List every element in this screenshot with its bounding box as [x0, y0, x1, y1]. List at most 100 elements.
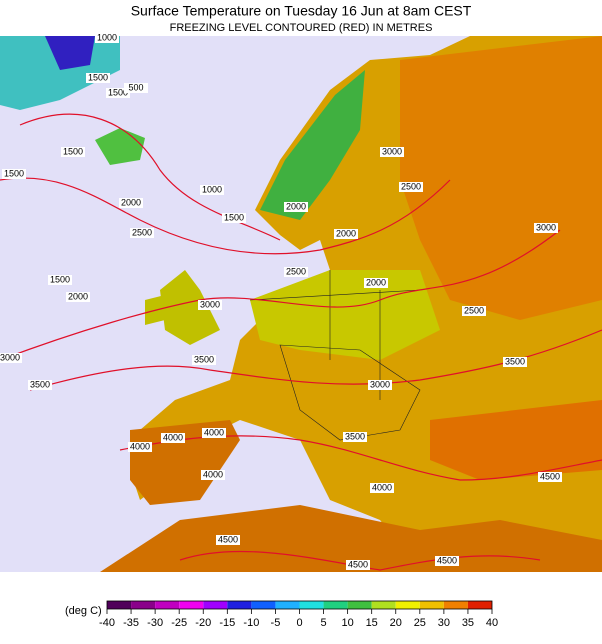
contour-label: 2500 — [286, 266, 306, 276]
contour-label-box — [2, 169, 26, 179]
colorbar-swatch — [443, 601, 468, 609]
colorbar-tick-label: 0 — [296, 617, 302, 629]
contour-label-box — [201, 470, 225, 480]
contour-label-box — [399, 182, 423, 192]
colorbar-tick-label: 40 — [486, 617, 498, 629]
colorbar-tick-label: -20 — [195, 617, 211, 629]
colorbar-swatch — [395, 601, 420, 609]
colorbar-swatch — [347, 601, 372, 609]
colorbar: -40 -35 -30 -25 -20 -15 -10 -5 0 5 10 15 20 25 30 35 40 — [99, 600, 498, 629]
contour-label: 2500 — [132, 227, 152, 237]
subtitle: FREEZING LEVEL CONTOURED (RED) IN METRES — [170, 22, 433, 34]
contour-label-box — [130, 228, 154, 238]
contour-label: 3000 — [0, 352, 20, 362]
contour-line — [179, 550, 541, 571]
contour-label-box — [334, 229, 358, 239]
colorbar-tick-label: -40 — [99, 617, 115, 629]
colorbar-swatch — [299, 601, 324, 609]
contour-label-box — [284, 202, 308, 212]
colorbar-tick-label: -30 — [147, 617, 163, 629]
colorbar-swatch — [371, 601, 396, 609]
colorbar-swatch — [419, 601, 444, 609]
contour-label: 1500 — [224, 212, 244, 222]
contour-line — [0, 229, 561, 361]
contour-label-box — [28, 380, 52, 390]
contour-label-box — [368, 380, 392, 390]
contour-label: 2000 — [121, 197, 141, 207]
contour-line — [0, 177, 451, 255]
colorbar-tick-label: -15 — [219, 617, 235, 629]
contour-label-box — [435, 556, 459, 566]
russia-warm — [400, 36, 602, 320]
contour-label: 1500 — [108, 87, 128, 97]
contour-label-box — [198, 300, 222, 310]
contour-label: 2500 — [464, 305, 484, 315]
colorbar-swatch — [323, 601, 348, 609]
contour-label-box — [124, 83, 148, 93]
contour-label-box — [128, 442, 152, 452]
north-africa — [100, 505, 602, 572]
contour-label-box — [534, 223, 558, 233]
contour-label-box — [346, 560, 370, 570]
country-border — [279, 344, 421, 441]
contour-label: 3500 — [194, 354, 214, 364]
contour-label: 3000 — [370, 379, 390, 389]
contour-label-box — [95, 33, 119, 43]
contour-label-box — [343, 432, 367, 442]
contour-label: 1000 — [202, 184, 222, 194]
colorbar-swatch — [203, 601, 228, 609]
contour-label: 2000 — [68, 291, 88, 301]
colorbar-tick-label: 10 — [342, 617, 354, 629]
colorbar-tick-label: 25 — [414, 617, 426, 629]
contour-label-box — [222, 213, 246, 223]
iberia — [130, 420, 240, 505]
contour-label-box — [202, 428, 226, 438]
contour-label-box — [216, 535, 240, 545]
contour-label: 500 — [128, 82, 143, 92]
contour-label-box — [0, 353, 22, 363]
contour-label: 1500 — [4, 168, 24, 178]
contour-label: 4000 — [163, 432, 183, 442]
contour-label: 4500 — [540, 471, 560, 481]
colorbar-tick-label: 35 — [462, 617, 474, 629]
contour-label: 1500 — [50, 274, 70, 284]
contour-label: 2000 — [286, 201, 306, 211]
colorbar-tick-label: 5 — [321, 617, 327, 629]
colorbar-tick-label: -35 — [123, 617, 139, 629]
contour-label-box — [161, 433, 185, 443]
contour-label: 3000 — [536, 222, 556, 232]
contour-label-box — [380, 147, 404, 157]
contour-label-box — [192, 355, 216, 365]
colorbar-tick-label: 30 — [438, 617, 450, 629]
contour-label-box — [119, 198, 143, 208]
scandinavia — [260, 70, 365, 220]
contour-label: 4000 — [204, 427, 224, 437]
contour-label: 3000 — [200, 299, 220, 309]
colorbar-tick-label: 15 — [366, 617, 378, 629]
contour-label: 4500 — [348, 559, 368, 569]
contour-label-box — [503, 357, 527, 367]
colorbar-swatch — [227, 601, 252, 609]
contour-line — [119, 435, 602, 481]
colorbar-swatch — [251, 601, 276, 609]
contour-label-box — [370, 483, 394, 493]
contour-label: 3500 — [505, 356, 525, 366]
colorbar-swatch — [467, 601, 492, 609]
contour-label-box — [61, 147, 85, 157]
contour-label-box — [538, 472, 562, 482]
contour-label: 4000 — [130, 441, 150, 451]
contour-label-box — [106, 88, 130, 98]
contour-label-box — [66, 292, 90, 302]
greenland-ice — [45, 36, 95, 70]
contour-label: 3500 — [345, 431, 365, 441]
contour-label: 3000 — [382, 146, 402, 156]
contour-label: 2500 — [401, 181, 421, 191]
contour-label: 3500 — [30, 379, 50, 389]
colorbar-tick-label: 20 — [390, 617, 402, 629]
contour-label-box — [462, 306, 486, 316]
contour-label: 1000 — [97, 32, 117, 42]
colorbar-tick-label: -10 — [243, 617, 259, 629]
